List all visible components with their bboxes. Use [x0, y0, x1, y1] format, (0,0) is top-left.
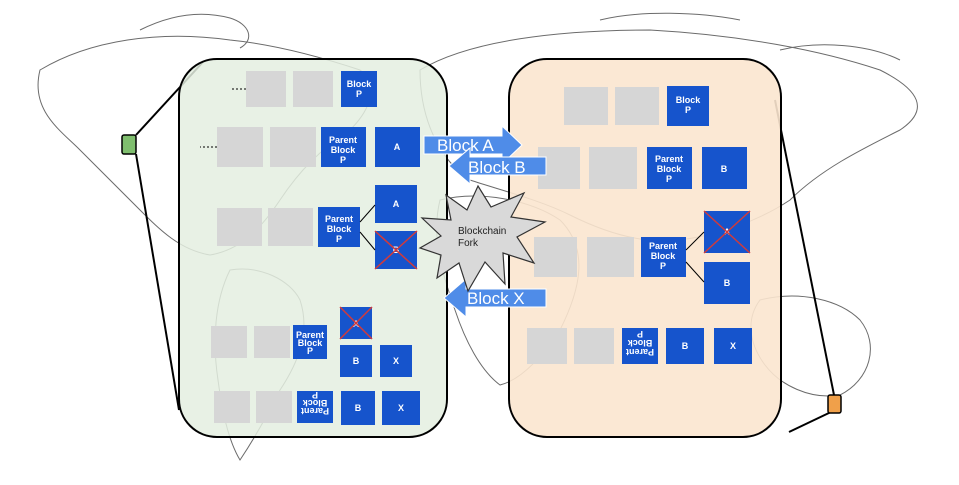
block-p-text: Block P [347, 79, 373, 99]
right-location-node [827, 394, 842, 414]
blockchain-fork-burst: Blockchain Fork [418, 184, 547, 293]
parent-block-p-text: ParentBlockP [301, 390, 329, 416]
arrow-block-x: Block X [443, 277, 547, 319]
arrow-block-a: Block A [423, 124, 523, 166]
block-p-text: Block P [676, 95, 702, 115]
right-chain-row-2: Parent Block P B [538, 147, 747, 189]
right-chain-row-3: ParentBlockP A B [534, 210, 751, 304]
block-b-text: B [353, 356, 360, 366]
arrow-block-x-label: Block X [467, 289, 525, 308]
arrow-block-a-label: Block A [437, 136, 494, 155]
block-b-text: B [682, 341, 689, 351]
parent-block-p-text: ParentBlockP [626, 329, 654, 357]
left-chain-row-4: ParentBlockP A B X [211, 306, 412, 377]
right-chain-row-1: Block P [564, 86, 709, 126]
block-b-text: B [355, 403, 362, 413]
right-chain-row-4: ParentBlockP B X [527, 328, 752, 364]
block-a-text: A [394, 142, 401, 152]
block-x-text: X [730, 341, 736, 351]
left-chain-row-1: Block P [232, 71, 377, 107]
left-chain-row-5: ParentBlockP B X [214, 390, 420, 425]
block-x-text: X [393, 356, 399, 366]
block-b-text: B [721, 164, 728, 174]
fork-label: Blockchain Fork [458, 226, 509, 249]
arrow-block-b-label: Block B [468, 158, 526, 177]
block-x-text: X [398, 403, 404, 413]
block-b-text: B [724, 278, 731, 288]
left-chain-row-2: Parent Block P A [200, 127, 420, 167]
arrow-block-b: Block B [448, 146, 547, 186]
left-chain-row-3: ParentBlockP A B [217, 185, 418, 270]
block-a-text: A [393, 199, 400, 209]
left-location-node [121, 134, 137, 155]
